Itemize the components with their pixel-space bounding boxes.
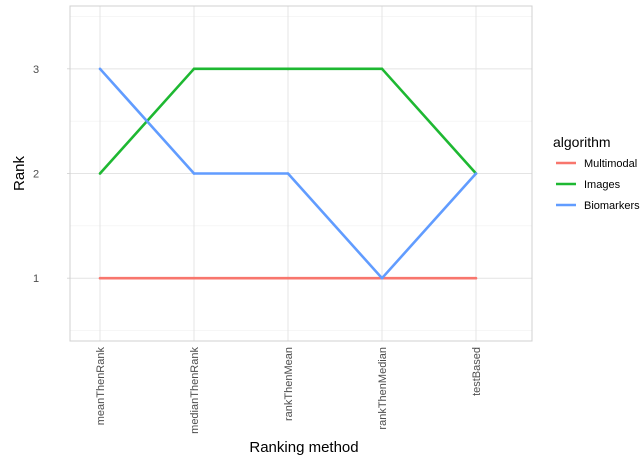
data-point-biomarkers <box>192 172 196 175</box>
legend-title: algorithm <box>553 134 611 150</box>
y-tick-label: 3 <box>33 64 39 76</box>
x-tick-label: rankThenMean <box>283 347 295 421</box>
y-tick-label: 1 <box>33 273 39 285</box>
x-axis-ticks: meanThenRank medianThenRank rankThenMean ra… <box>95 347 483 434</box>
data-point-multimodal <box>474 276 478 280</box>
x-tick-label: rankThenMedian <box>377 347 389 430</box>
y-tick-label: 2 <box>33 169 39 181</box>
y-axis-title: Rank <box>11 155 28 191</box>
data-point-biomarkers <box>474 172 478 175</box>
legend-label-images: Images <box>584 179 621 191</box>
x-tick-label: meanThenRank <box>95 347 107 426</box>
data-point-multimodal <box>192 276 196 280</box>
series-layer <box>98 67 478 280</box>
data-point-images <box>286 67 290 71</box>
data-point-multimodal <box>286 276 290 280</box>
x-tick-label: testBased <box>471 347 483 396</box>
data-point-biomarkers <box>380 276 384 280</box>
legend: algorithm Multimodal Images Biomarkers <box>553 134 640 212</box>
data-point-biomarkers <box>286 172 290 175</box>
legend-label-biomarkers: Biomarkers <box>584 200 640 212</box>
y-axis-ticks: 1 2 3 <box>33 64 70 285</box>
data-point-images <box>192 67 196 71</box>
legend-label-multimodal: Multimodal <box>584 158 637 170</box>
data-point-images <box>380 67 384 71</box>
data-point-multimodal <box>98 276 102 280</box>
data-point-images <box>98 172 102 175</box>
x-tick-label: medianThenRank <box>189 347 201 434</box>
data-point-biomarkers <box>98 67 102 71</box>
x-axis-title: Ranking method <box>249 439 358 456</box>
